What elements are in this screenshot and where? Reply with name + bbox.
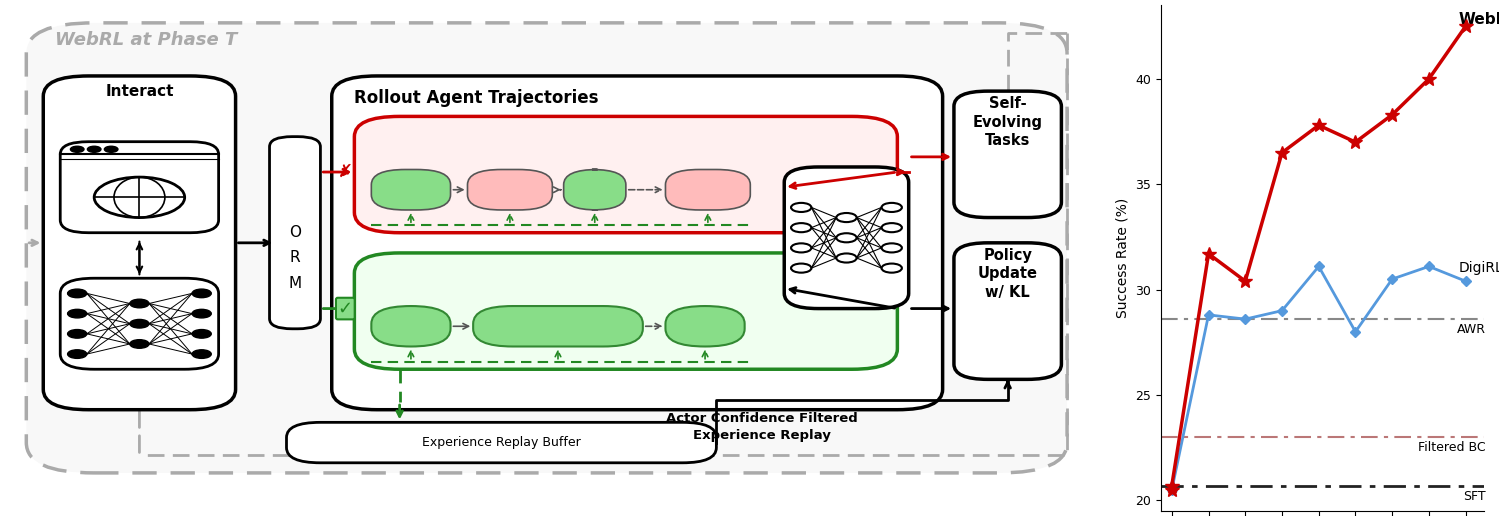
Text: DigiRL: DigiRL [1459, 261, 1499, 275]
Text: R: R [289, 250, 300, 266]
FancyBboxPatch shape [953, 243, 1061, 379]
Text: Back: Back [580, 185, 609, 195]
FancyBboxPatch shape [60, 142, 219, 233]
Text: ✗: ✗ [337, 163, 352, 181]
Text: Click [5]: Click [5] [387, 185, 435, 195]
FancyBboxPatch shape [468, 169, 552, 210]
Text: Self-
Evolving
Tasks: Self- Evolving Tasks [973, 96, 1043, 149]
Circle shape [192, 289, 211, 298]
Text: Actor: Actor [121, 357, 157, 369]
Circle shape [105, 146, 118, 152]
FancyBboxPatch shape [953, 91, 1061, 218]
Circle shape [192, 330, 211, 338]
FancyBboxPatch shape [331, 76, 943, 410]
Text: Policy
Update
w/ KL: Policy Update w/ KL [977, 248, 1037, 300]
Y-axis label: Success Rate (%): Success Rate (%) [1115, 198, 1130, 318]
Text: Filtered BC: Filtered BC [1418, 441, 1486, 454]
FancyBboxPatch shape [666, 306, 745, 347]
Text: Experience Replay Buffer: Experience Replay Buffer [423, 436, 580, 449]
FancyBboxPatch shape [564, 169, 627, 210]
Circle shape [70, 146, 84, 152]
FancyBboxPatch shape [270, 137, 321, 329]
Text: Type [23] [a red jacket]: Type [23] [a red jacket] [489, 321, 627, 331]
FancyBboxPatch shape [474, 306, 643, 347]
FancyBboxPatch shape [784, 167, 908, 309]
Text: It is 5 km.: It is 5 km. [679, 185, 738, 195]
Text: Web: Web [124, 224, 154, 237]
Circle shape [130, 319, 148, 328]
Text: WebRL: WebRL [1459, 12, 1499, 27]
Text: M: M [288, 276, 301, 291]
Circle shape [67, 309, 87, 318]
Text: Scroll Down: Scroll Down [475, 185, 544, 195]
Text: ✓: ✓ [337, 300, 352, 317]
Circle shape [192, 309, 211, 318]
Circle shape [67, 289, 87, 298]
Circle shape [87, 146, 100, 152]
Circle shape [67, 330, 87, 338]
Text: O: O [289, 225, 301, 240]
Circle shape [130, 299, 148, 308]
Text: WebRL at Phase T: WebRL at Phase T [54, 31, 237, 50]
Text: Task N: Add a red jacket to my wish list.: Task N: Add a red jacket to my wish list… [388, 261, 688, 273]
FancyBboxPatch shape [372, 306, 451, 347]
Text: Interact: Interact [105, 84, 174, 99]
Text: AWR: AWR [1457, 324, 1486, 336]
Circle shape [192, 350, 211, 359]
FancyBboxPatch shape [354, 253, 898, 369]
FancyBboxPatch shape [666, 169, 751, 210]
FancyBboxPatch shape [354, 117, 898, 233]
Text: Rollout Agent Trajectories: Rollout Agent Trajectories [354, 89, 600, 107]
Circle shape [130, 340, 148, 348]
Text: Critic: Critic [829, 289, 863, 302]
FancyBboxPatch shape [60, 278, 219, 369]
Text: Click [3]: Click [3] [387, 321, 435, 331]
Text: . . . . . . .: . . . . . . . [571, 241, 658, 260]
Text: Actor Confidence Filtered
Experience Replay: Actor Confidence Filtered Experience Rep… [666, 412, 857, 442]
FancyBboxPatch shape [43, 76, 235, 410]
FancyBboxPatch shape [27, 23, 1067, 473]
FancyBboxPatch shape [372, 169, 451, 210]
FancyBboxPatch shape [286, 422, 717, 463]
Circle shape [67, 350, 87, 359]
Text: Click [14]: Click [14] [678, 321, 733, 331]
Text: SFT: SFT [1463, 490, 1486, 503]
Text: Task 1: Distance from CMU to PIT by car.: Task 1: Distance from CMU to PIT by car. [388, 124, 691, 137]
